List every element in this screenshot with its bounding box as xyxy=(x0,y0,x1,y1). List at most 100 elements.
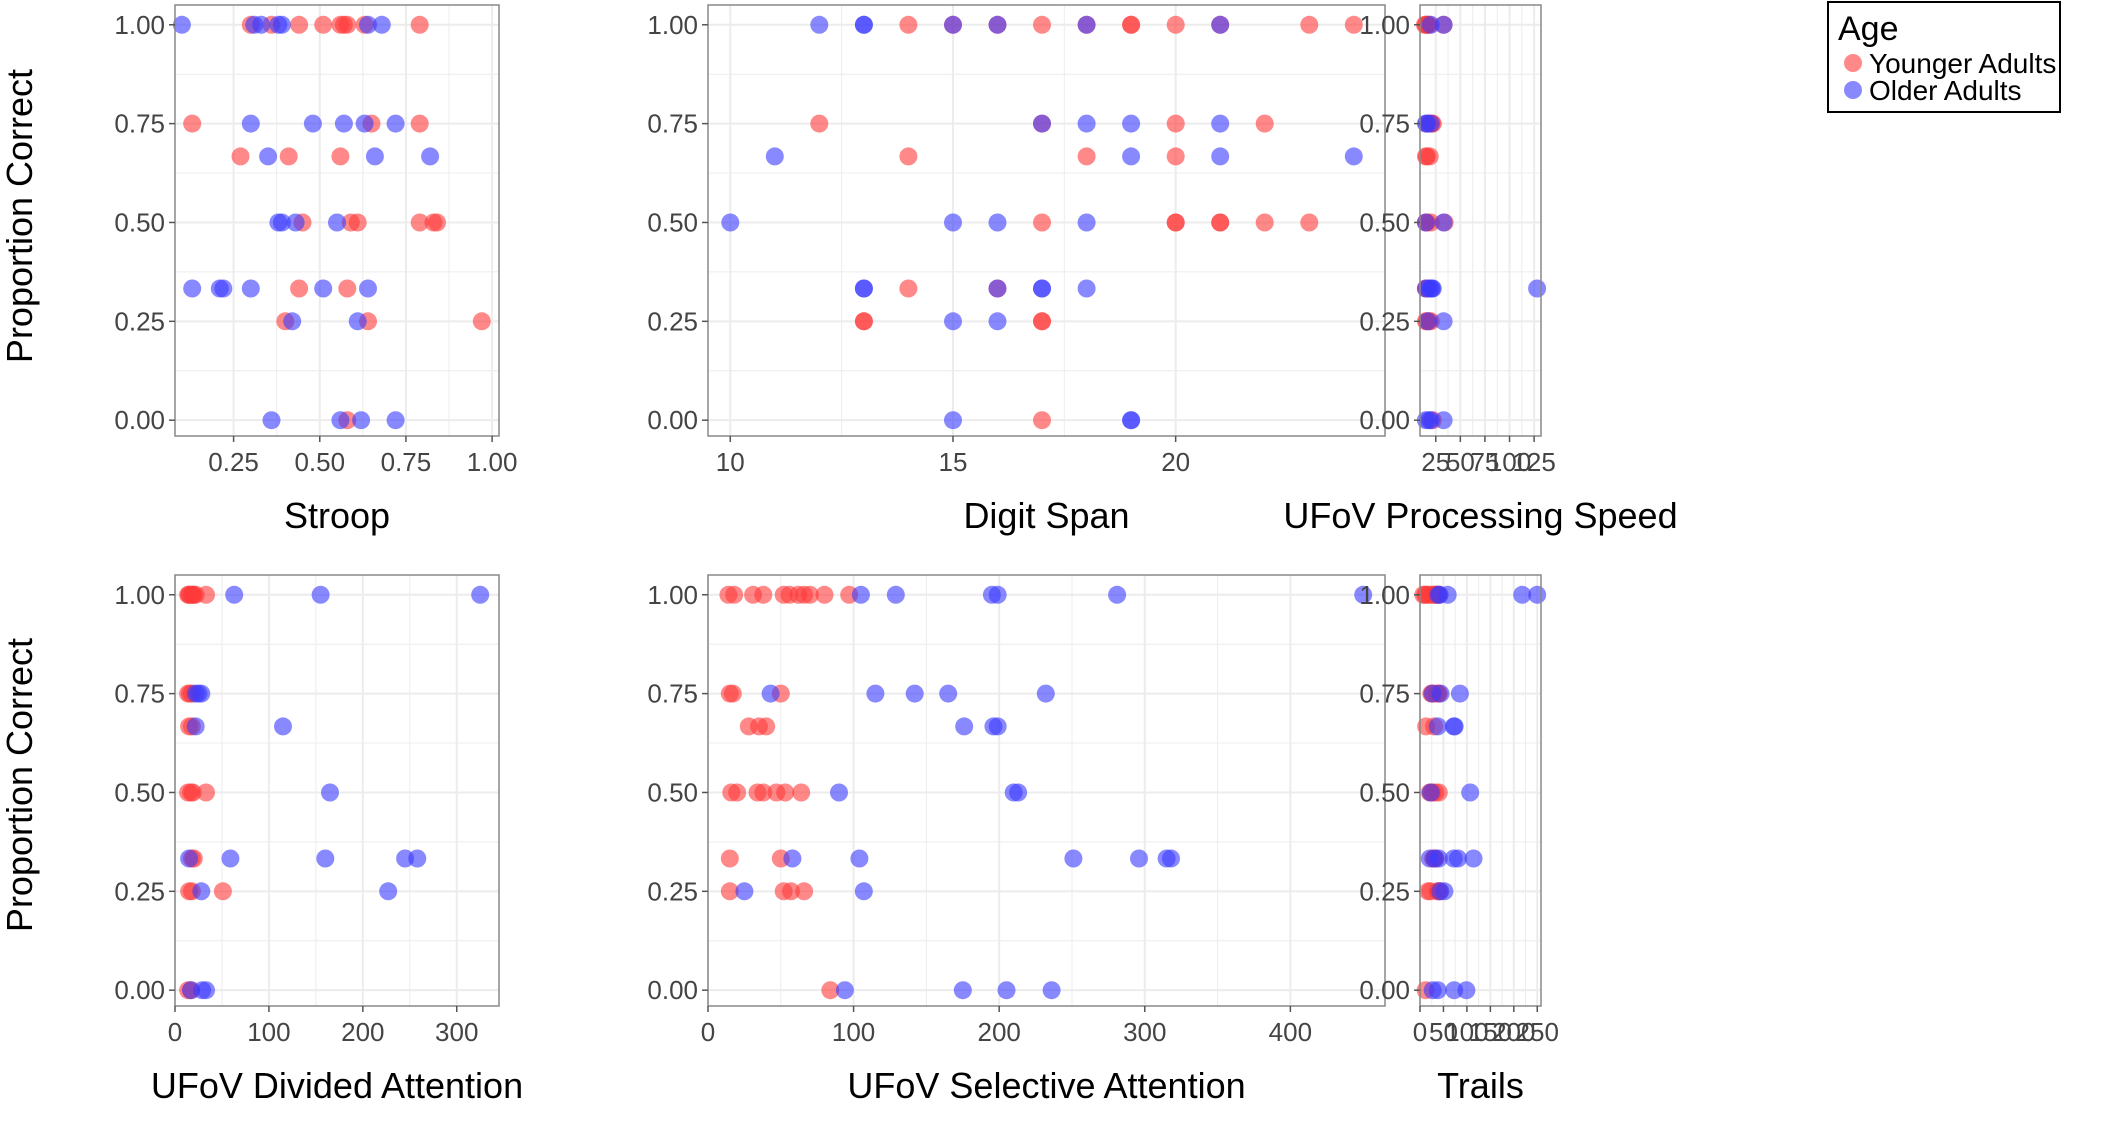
legend: Age Younger Adults Older Adults xyxy=(1827,1,2061,113)
data-point-older xyxy=(334,114,353,133)
x-tick-label: 150 xyxy=(1469,1017,1512,1047)
data-point-older xyxy=(252,15,271,34)
data-point-younger xyxy=(725,585,744,604)
x-tick-label: 400 xyxy=(1269,1017,1312,1047)
data-point-older xyxy=(1077,15,1096,34)
data-point-older xyxy=(259,147,278,166)
plot-frame xyxy=(174,4,500,437)
y-tick-label: 0.00 xyxy=(1359,405,1410,435)
data-point-younger xyxy=(757,717,776,736)
data-point-older xyxy=(274,717,292,736)
data-point-older xyxy=(372,15,391,34)
y-tick-label: 0.25 xyxy=(1359,306,1410,336)
data-point-older xyxy=(783,849,802,868)
data-point-older xyxy=(1457,981,1476,1000)
y-tick-label: 0.50 xyxy=(114,207,165,237)
data-point-older xyxy=(988,312,1007,331)
data-point-older xyxy=(1434,15,1453,34)
data-point-older xyxy=(988,15,1007,34)
data-point-older xyxy=(1418,312,1437,331)
data-point-older xyxy=(1077,279,1096,298)
x-axis-title: UFoV Selective Attention xyxy=(847,1065,1245,1106)
panels: 0.00 0.25 0.50 0.75 1.00 0.25 0.50 0.75 1.00 Stro… xyxy=(114,4,1678,1106)
data-point-younger xyxy=(815,585,834,604)
data-point-older xyxy=(172,15,191,34)
data-point-younger xyxy=(1166,15,1185,34)
data-point-older xyxy=(835,981,854,1000)
y-tick-label: 0.50 xyxy=(647,777,698,807)
data-point-older xyxy=(988,585,1007,604)
x-tick-label: 10 xyxy=(716,447,745,477)
y-tick-label: 0.25 xyxy=(114,876,165,906)
data-point-younger xyxy=(810,114,829,133)
data-point-younger xyxy=(899,147,918,166)
data-point-older xyxy=(1429,849,1448,868)
x-tick-label: 25 xyxy=(1421,447,1450,477)
data-point-older xyxy=(1033,279,1051,298)
panel-1: 0.00 0.25 0.50 0.75 1.00 0.25 0.50 0.75 1.00 Stro… xyxy=(114,4,517,536)
legend-title: Age xyxy=(1838,10,1899,48)
data-point-younger xyxy=(854,312,873,331)
data-point-younger xyxy=(1300,213,1319,232)
data-point-younger xyxy=(279,147,298,166)
data-point-younger xyxy=(1033,15,1051,34)
data-point-younger xyxy=(1166,147,1185,166)
data-point-younger xyxy=(1300,15,1319,34)
data-point-older xyxy=(359,15,377,34)
data-point-younger xyxy=(314,15,333,34)
plot-frame xyxy=(707,4,1386,437)
data-point-older xyxy=(192,684,211,703)
data-point-older xyxy=(352,411,371,430)
data-point-younger xyxy=(728,783,747,802)
data-point-older xyxy=(1211,114,1230,133)
data-point-younger xyxy=(290,279,309,298)
data-point-older xyxy=(272,213,291,232)
data-point-older xyxy=(321,783,339,802)
data-point-younger xyxy=(800,585,819,604)
y-axis-title-top: Proportion Correct xyxy=(0,69,40,363)
y-tick-label: 1.00 xyxy=(114,10,165,40)
data-point-older xyxy=(1162,849,1180,868)
data-point-older xyxy=(408,849,427,868)
data-point-older xyxy=(1344,147,1363,166)
data-point-older xyxy=(1009,783,1028,802)
data-point-older xyxy=(1421,114,1440,133)
y-tick-label: 0.75 xyxy=(1359,109,1410,139)
data-point-older xyxy=(1077,114,1096,133)
x-axis-title: Trails xyxy=(1437,1065,1524,1106)
data-point-older xyxy=(939,684,958,703)
data-point-older xyxy=(1464,849,1483,868)
data-point-younger xyxy=(410,15,429,34)
data-point-younger xyxy=(720,849,739,868)
data-point-older xyxy=(830,783,848,802)
plot-frame xyxy=(707,574,1386,1007)
data-point-older xyxy=(944,411,962,430)
plot-frame xyxy=(174,574,500,1007)
data-point-younger xyxy=(1211,213,1230,232)
x-tick-label: 50 xyxy=(1446,447,1475,477)
data-point-older xyxy=(955,717,974,736)
data-point-older xyxy=(359,279,377,298)
data-point-older xyxy=(854,279,873,298)
x-tick-label: 300 xyxy=(435,1017,478,1047)
data-point-older xyxy=(386,411,405,430)
x-tick-label: 125 xyxy=(1512,447,1555,477)
data-point-older xyxy=(1435,882,1454,901)
y-tick-label: 0.75 xyxy=(647,109,698,139)
x-axis-title: UFoV Processing Speed xyxy=(1283,495,1677,536)
data-point-older xyxy=(180,849,199,868)
x-tick-label: 0 xyxy=(1413,1017,1427,1047)
x-axis-title: UFoV Divided Attention xyxy=(151,1065,523,1106)
data-point-older xyxy=(197,981,215,1000)
data-point-older xyxy=(953,981,972,1000)
data-point-younger xyxy=(472,312,491,331)
y-axis-title-bottom: Proportion Correct xyxy=(0,638,40,932)
data-point-younger xyxy=(338,15,357,34)
data-point-younger xyxy=(1033,213,1051,232)
data-point-younger xyxy=(331,147,350,166)
data-point-older xyxy=(1461,783,1480,802)
y-tick-label: 0.50 xyxy=(1359,207,1410,237)
data-point-younger xyxy=(213,882,232,901)
data-point-older xyxy=(761,684,780,703)
data-point-younger xyxy=(792,783,811,802)
